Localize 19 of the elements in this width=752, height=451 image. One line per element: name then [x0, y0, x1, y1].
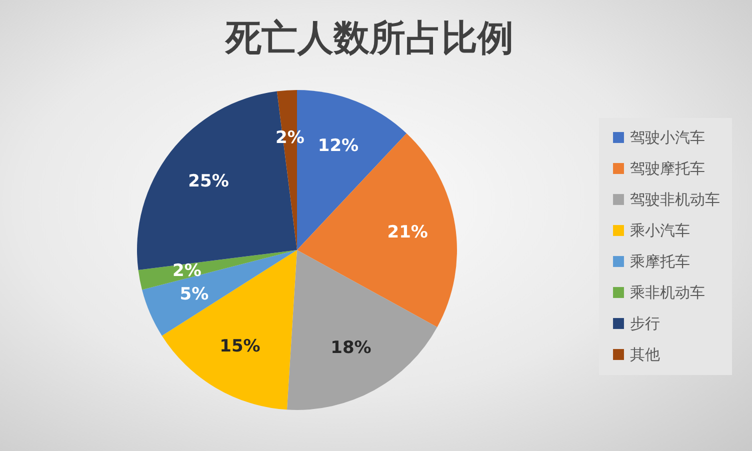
- pie-slice: [162, 250, 297, 410]
- data-label: 25%: [188, 171, 229, 192]
- legend-label: 驾驶非机动车: [630, 190, 720, 208]
- pie-slice: [286, 250, 438, 410]
- data-label: 15%: [220, 336, 260, 356]
- data-label: 12%: [318, 136, 359, 156]
- legend-label: 驾驶小汽车: [630, 128, 705, 146]
- chart-title: 死亡人数所占比例: [224, 18, 514, 59]
- legend-label: 其他: [630, 346, 660, 364]
- data-label: 21%: [387, 222, 428, 242]
- legend-label: 驾驶摩托车: [630, 160, 705, 178]
- data-label: 18%: [330, 338, 372, 358]
- data-label: 2%: [172, 260, 202, 281]
- data-label: 5%: [180, 284, 209, 304]
- legend-label: 步行: [630, 314, 660, 332]
- legend-label: 乘非机动车: [630, 284, 705, 302]
- pie-slice: [142, 250, 297, 336]
- legend-label: 乘摩托车: [630, 252, 690, 270]
- legend-label: 乘小汽车: [630, 222, 690, 240]
